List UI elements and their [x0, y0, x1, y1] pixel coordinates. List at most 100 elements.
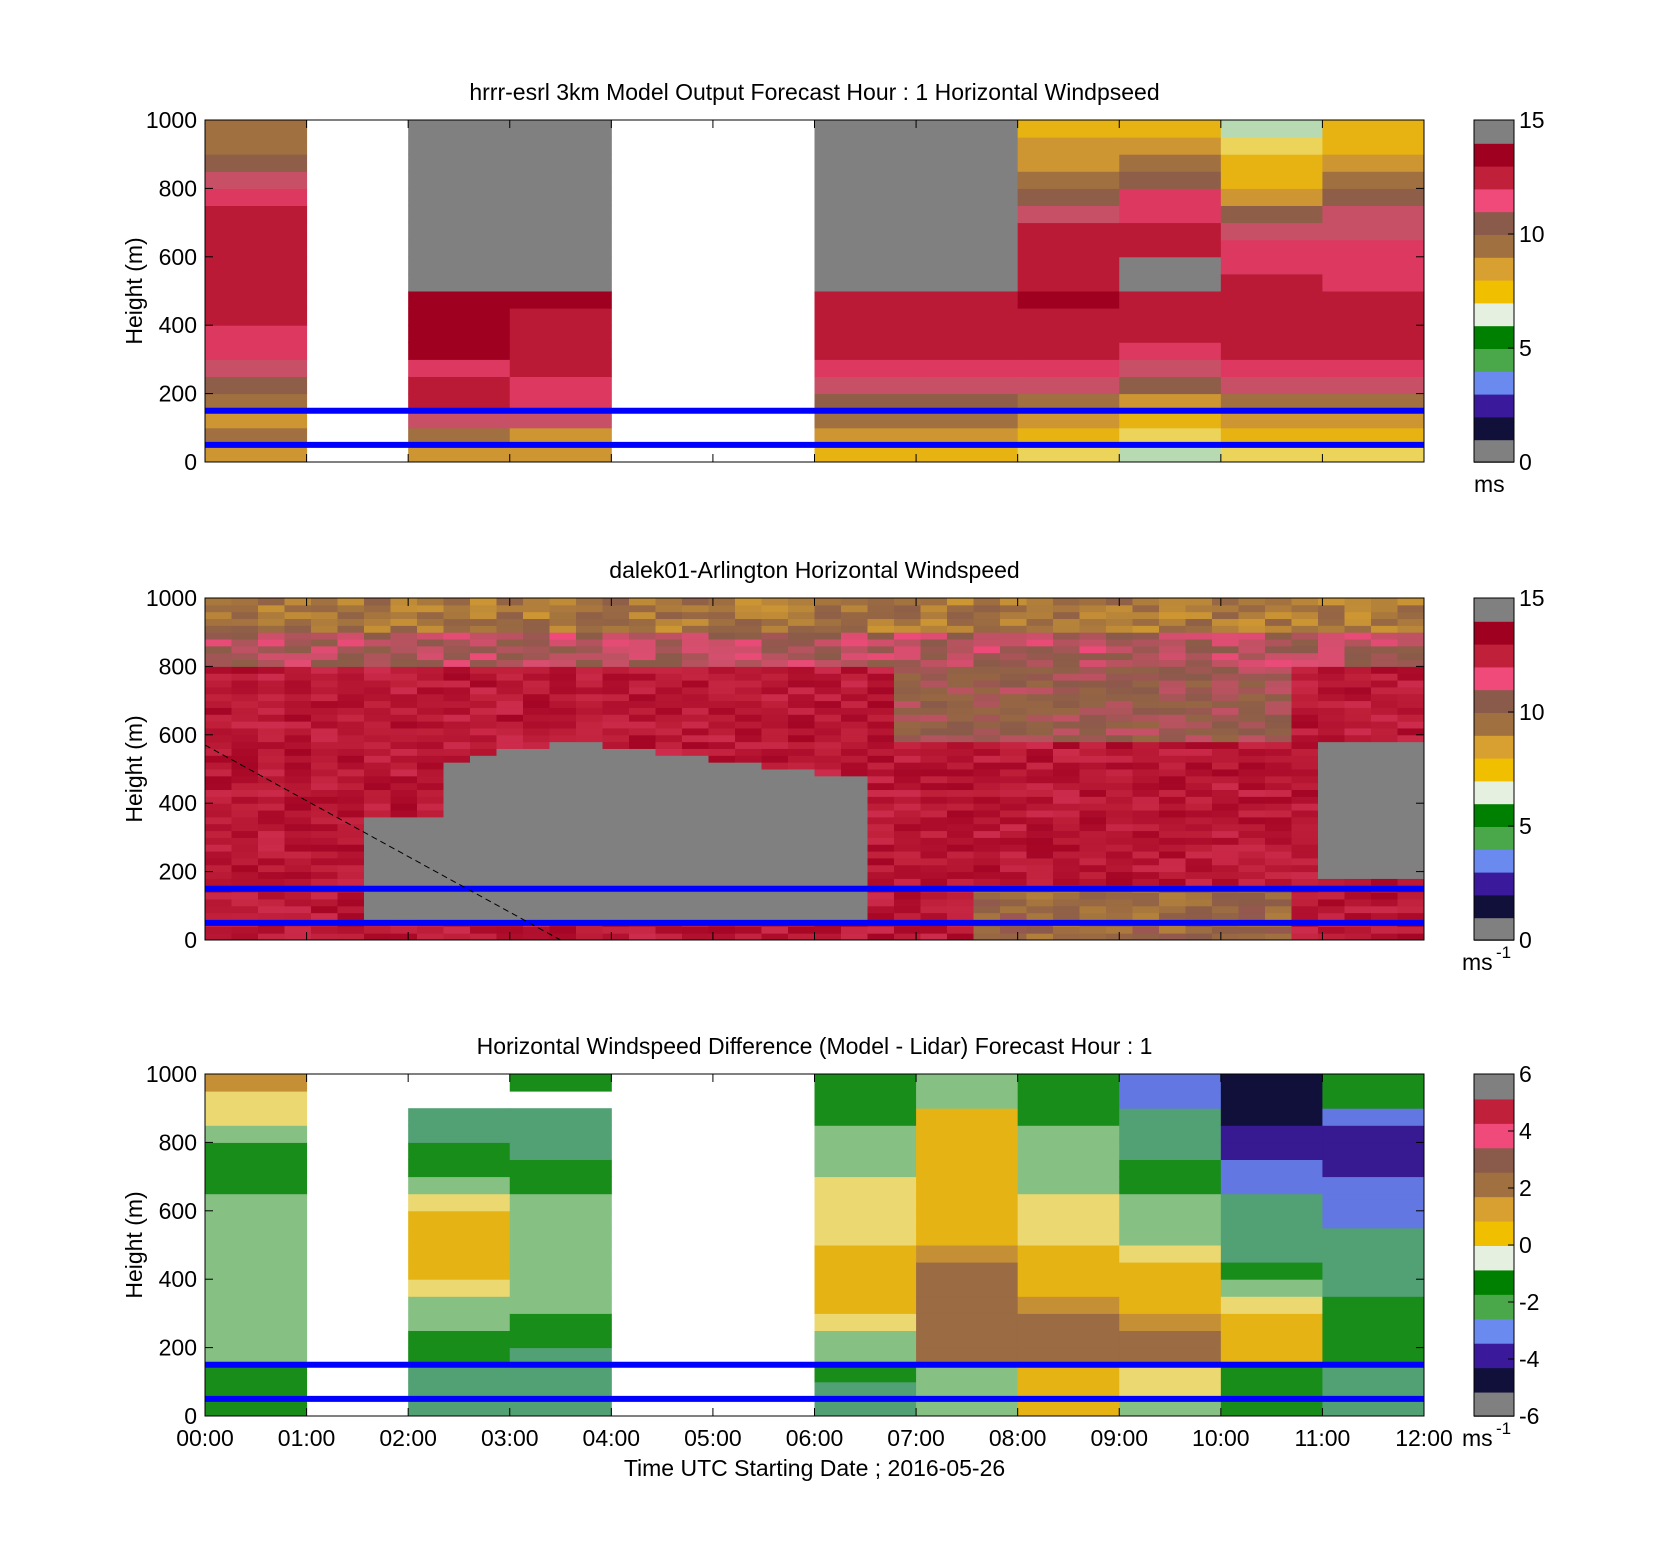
heatmap-cell — [916, 1381, 1019, 1400]
heatmap-cell — [1238, 673, 1266, 681]
heatmap-cell — [1238, 823, 1266, 832]
heatmap-cell — [1371, 796, 1398, 804]
heatmap-cell — [417, 611, 444, 620]
heatmap-cell — [205, 308, 308, 326]
heatmap-cell — [337, 659, 365, 667]
heatmap-cell — [655, 864, 683, 873]
heatmap-cell — [523, 734, 550, 743]
heatmap-cell — [947, 830, 974, 838]
heatmap-cell — [390, 693, 418, 702]
heatmap-cell — [1212, 878, 1239, 886]
heatmap-cell — [1185, 727, 1213, 736]
heatmap-cell — [920, 878, 948, 886]
heatmap-cell — [311, 926, 338, 934]
heatmap-cell — [523, 618, 550, 626]
heatmap-cell — [231, 686, 259, 695]
heatmap-cell — [1322, 1245, 1425, 1263]
colorbar-swatch — [1474, 416, 1514, 441]
heatmap-cell — [735, 639, 762, 647]
heatmap-cell — [1079, 618, 1107, 626]
heatmap-cell — [311, 816, 338, 825]
heatmap-cell — [841, 864, 868, 873]
heatmap-cell — [1159, 857, 1186, 866]
heatmap-cell — [761, 700, 789, 708]
heatmap-cell — [311, 666, 338, 674]
heatmap-cell — [1079, 762, 1107, 770]
heatmap-cell — [841, 707, 868, 715]
heatmap-cell — [1344, 878, 1372, 886]
heatmap-cell — [1000, 933, 1027, 941]
heatmap-cell — [708, 727, 736, 736]
heatmap-cell — [337, 721, 365, 729]
heatmap-cell — [258, 686, 285, 695]
heatmap-cell — [1053, 686, 1080, 695]
heatmap-cell — [973, 707, 1001, 715]
heatmap-cell — [1265, 604, 1292, 613]
heatmap-cell — [496, 645, 524, 654]
heatmap-cell — [337, 789, 365, 797]
heatmap-cell — [947, 769, 974, 777]
heatmap-cell — [1344, 714, 1372, 722]
heatmap-cell — [509, 1108, 612, 1126]
heatmap-cell — [1212, 673, 1239, 681]
heatmap-cell — [1212, 618, 1239, 626]
heatmap-cell — [417, 837, 444, 845]
heatmap-cell — [1000, 727, 1027, 736]
heatmap-cell — [655, 741, 683, 749]
heatmap-cell — [920, 693, 948, 702]
heatmap-cell — [390, 734, 418, 743]
heatmap-cell — [973, 864, 1001, 873]
heatmap-cell — [205, 1330, 308, 1349]
heatmap-cell — [523, 604, 550, 613]
heatmap-cell — [1000, 632, 1027, 640]
heatmap-cell — [1220, 273, 1323, 292]
colorbar-swatch — [1474, 188, 1514, 213]
heatmap-cell — [496, 659, 524, 667]
heatmap-cell — [1017, 154, 1120, 172]
heatmap-cell — [1132, 707, 1160, 715]
heatmap-cell — [629, 926, 656, 934]
heatmap-cell — [284, 905, 312, 914]
heatmap-cell — [1212, 598, 1239, 606]
heatmap-cell — [337, 618, 365, 626]
heatmap-cell — [655, 837, 683, 845]
heatmap-cell — [205, 273, 308, 292]
heatmap-cell — [1397, 926, 1425, 934]
heatmap-cell — [1344, 823, 1372, 832]
heatmap-cell — [761, 905, 789, 914]
heatmap-cell — [549, 734, 577, 743]
heatmap-cell — [947, 837, 974, 845]
heatmap-cell — [916, 1313, 1019, 1331]
heatmap-cell — [1397, 632, 1425, 640]
heatmap-cell — [655, 639, 683, 647]
heatmap-cell — [549, 618, 577, 626]
heatmap-cell — [602, 700, 630, 708]
heatmap-cell — [1238, 714, 1266, 722]
heatmap-cell — [1079, 933, 1107, 941]
heatmap-cell — [894, 775, 921, 784]
heatmap-cell — [655, 823, 683, 832]
heatmap-cell — [894, 673, 921, 681]
heatmap-cell — [1371, 748, 1398, 756]
heatmap-cell — [682, 741, 709, 749]
heatmap-cell — [205, 789, 232, 797]
heatmap-cell — [470, 680, 497, 688]
heatmap-cell — [602, 782, 630, 791]
heatmap-cell — [1079, 769, 1107, 777]
heatmap-cell — [1397, 707, 1425, 715]
heatmap-cell — [1132, 618, 1160, 626]
heatmap-cell — [1159, 686, 1186, 695]
heatmap-cell — [841, 905, 868, 914]
heatmap-cell — [417, 755, 444, 763]
heatmap-cell — [1106, 762, 1133, 770]
y-tick-label: 600 — [159, 722, 197, 748]
heatmap-cell — [682, 905, 709, 914]
heatmap-cell — [1159, 604, 1186, 613]
heatmap-cell — [1322, 1074, 1425, 1092]
heatmap-cell — [1318, 782, 1345, 791]
heatmap-cell — [708, 816, 736, 825]
heatmap-cell — [1185, 680, 1213, 688]
heatmap-cell — [1238, 905, 1266, 914]
heatmap-cell — [602, 611, 630, 620]
heatmap-cell — [1220, 1091, 1323, 1109]
